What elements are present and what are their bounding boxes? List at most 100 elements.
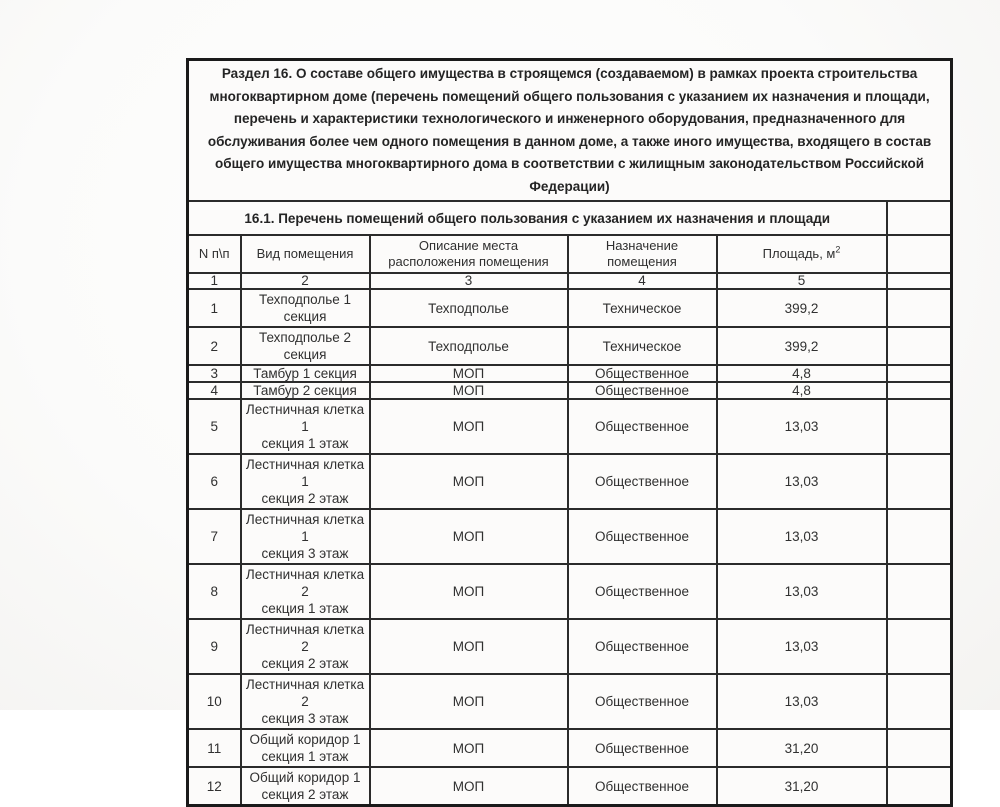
- empty-note-cell: [885, 766, 953, 807]
- column-number: 4: [566, 272, 718, 290]
- room-area: 31,20: [715, 766, 888, 807]
- area-header-superscript: 2: [835, 244, 841, 255]
- empty-note-cell: [885, 234, 953, 274]
- room-purpose: Общественное: [566, 381, 718, 400]
- section-16-header: Раздел 16. О составе общего имущества в …: [186, 58, 953, 202]
- room-purpose: Техническое: [566, 288, 718, 328]
- row-number: 1: [186, 288, 242, 328]
- room-purpose: Общественное: [566, 618, 718, 675]
- empty-note-cell: [885, 200, 953, 236]
- room-purpose: Общественное: [566, 766, 718, 807]
- empty-note-cell: [885, 326, 953, 366]
- room-type: Лестничная клетка 1 секция 1 этаж: [239, 398, 371, 455]
- room-type: Тамбур 2 секция: [239, 381, 371, 400]
- row-number: 2: [186, 326, 242, 366]
- room-area: 13,03: [715, 673, 888, 730]
- room-type: Тамбур 1 секция: [239, 364, 371, 383]
- column-header-type: Вид помещения: [239, 234, 371, 274]
- table-row: 10 Лестничная клетка 2 секция 3 этаж МОП Об…: [186, 673, 953, 730]
- common-property-table: Раздел 16. О составе общего имущества в …: [186, 58, 954, 807]
- room-type: Техподполье 1 секция: [239, 288, 371, 328]
- room-purpose: Общественное: [566, 508, 718, 565]
- room-purpose: Общественное: [566, 453, 718, 510]
- empty-note-cell: [885, 381, 953, 400]
- room-location: МОП: [368, 453, 569, 510]
- table-row: 5 Лестничная клетка 1 секция 1 этаж МОП Общ…: [186, 398, 953, 455]
- room-purpose: Общественное: [566, 364, 718, 383]
- column-number: 1: [186, 272, 242, 290]
- row-number: 10: [186, 673, 242, 730]
- column-number-row: 1 2 3 4 5: [186, 272, 953, 290]
- room-location: Техподполье: [368, 288, 569, 328]
- room-location: МОП: [368, 381, 569, 400]
- column-number: 2: [239, 272, 371, 290]
- table-row: 3 Тамбур 1 секция МОП Общественное 4,8: [186, 364, 953, 383]
- empty-note-cell: [885, 364, 953, 383]
- room-area: 13,03: [715, 618, 888, 675]
- empty-note-cell: [885, 453, 953, 510]
- empty-note-cell: [885, 288, 953, 328]
- room-location: МОП: [368, 508, 569, 565]
- room-type: Общий коридор 1 секция 2 этаж: [239, 766, 371, 807]
- room-location: МОП: [368, 563, 569, 620]
- subsection-title-row: 16.1. Перечень помещений общего пользова…: [186, 200, 953, 236]
- row-number: 7: [186, 508, 242, 565]
- empty-note-cell: [885, 563, 953, 620]
- room-location: МОП: [368, 398, 569, 455]
- room-area: 4,8: [715, 381, 888, 400]
- room-location: МОП: [368, 364, 569, 383]
- area-header-label: Площадь, м: [762, 246, 836, 261]
- row-number: 11: [186, 728, 242, 768]
- row-number: 12: [186, 766, 242, 807]
- table-row: 9 Лестничная клетка 2 секция 2 этаж МОП Общ…: [186, 618, 953, 675]
- table-row: 12 Общий коридор 1 секция 2 этаж МОП Общест…: [186, 766, 953, 807]
- room-area: 31,20: [715, 728, 888, 768]
- room-area: 13,03: [715, 453, 888, 510]
- table-row: 7 Лестничная клетка 1 секция 3 этаж МОП Общ…: [186, 508, 953, 565]
- room-area: 13,03: [715, 508, 888, 565]
- row-number: 8: [186, 563, 242, 620]
- column-header-num: N п\п: [186, 234, 242, 274]
- column-header-location: Описание места расположения помещения: [368, 234, 569, 274]
- column-header-purpose: Назначение помещения: [566, 234, 718, 274]
- room-type: Лестничная клетка 1 секция 2 этаж: [239, 453, 371, 510]
- table-row: 8 Лестничная клетка 2 секция 1 этаж МОП Общ…: [186, 563, 953, 620]
- room-type: Лестничная клетка 1 секция 3 этаж: [239, 508, 371, 565]
- subsection-16-1-title: 16.1. Перечень помещений общего пользова…: [186, 200, 888, 236]
- table-row: 4 Тамбур 2 секция МОП Общественное 4,8: [186, 381, 953, 400]
- room-area: 4,8: [715, 364, 888, 383]
- empty-note-cell: [885, 728, 953, 768]
- room-area: 399,2: [715, 288, 888, 328]
- room-location: МОП: [368, 728, 569, 768]
- table-row: 1 Техподполье 1 секция Техподполье Техничес…: [186, 288, 953, 328]
- row-number: 9: [186, 618, 242, 675]
- column-header-row: N п\п Вид помещения Описание места распо…: [186, 234, 953, 274]
- room-location: МОП: [368, 673, 569, 730]
- room-purpose: Техническое: [566, 326, 718, 366]
- column-header-area: Площадь, м2: [715, 234, 888, 274]
- room-area: 399,2: [715, 326, 888, 366]
- empty-note-cell: [885, 618, 953, 675]
- room-purpose: Общественное: [566, 398, 718, 455]
- room-purpose: Общественное: [566, 728, 718, 768]
- room-type: Общий коридор 1 секция 1 этаж: [239, 728, 371, 768]
- empty-note-cell: [885, 673, 953, 730]
- table-row: 2 Техподполье 2 секция Техподполье Техничес…: [186, 326, 953, 366]
- room-type: Лестничная клетка 2 секция 2 этаж: [239, 618, 371, 675]
- empty-note-cell: [885, 398, 953, 455]
- column-number: 5: [715, 272, 888, 290]
- room-location: МОП: [368, 766, 569, 807]
- table-row: 6 Лестничная клетка 1 секция 2 этаж МОП Общ…: [186, 453, 953, 510]
- room-type: Лестничная клетка 2 секция 3 этаж: [239, 673, 371, 730]
- empty-note-cell: [885, 272, 953, 290]
- row-number: 6: [186, 453, 242, 510]
- room-location: Техподполье: [368, 326, 569, 366]
- room-location: МОП: [368, 618, 569, 675]
- room-type: Лестничная клетка 2 секция 1 этаж: [239, 563, 371, 620]
- room-area: 13,03: [715, 563, 888, 620]
- room-purpose: Общественное: [566, 673, 718, 730]
- room-area: 13,03: [715, 398, 888, 455]
- empty-note-cell: [885, 508, 953, 565]
- column-number: 3: [368, 272, 569, 290]
